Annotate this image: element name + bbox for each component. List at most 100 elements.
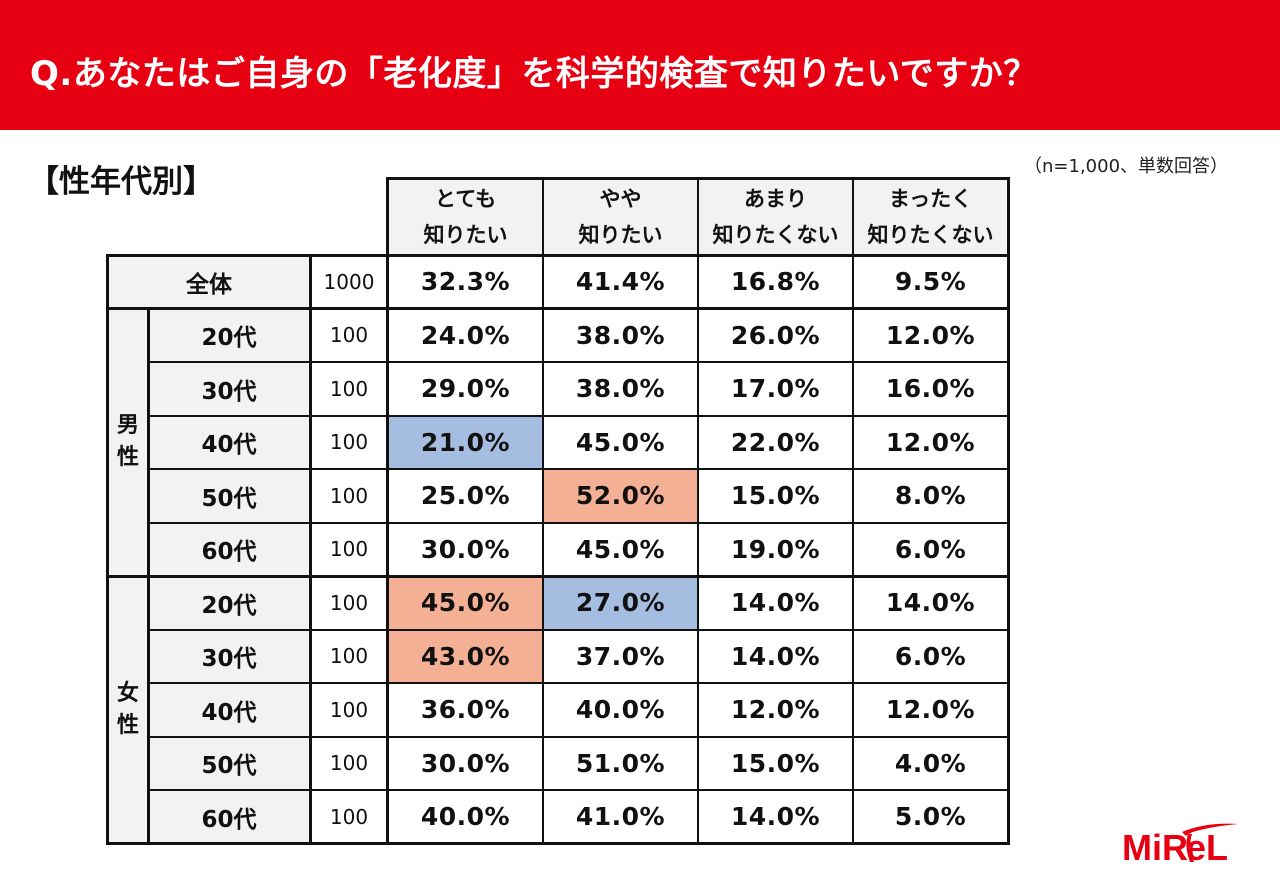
value-cell: 9.5% (853, 255, 1008, 309)
mirtel-logo: MiR eL (1122, 823, 1238, 866)
row-divider (148, 361, 1008, 363)
percentage: 51.0% (575, 748, 666, 778)
value-cell: 14.0% (698, 790, 853, 844)
value-cell: 25.0% (388, 469, 543, 523)
column-divider (542, 178, 544, 844)
table-border (386, 177, 389, 844)
percentage: 43.0% (420, 641, 511, 671)
percentage: 15.0% (730, 481, 821, 511)
age-label: 50代 (148, 469, 310, 523)
value-cell: 12.0% (853, 308, 1008, 362)
percentage: 41.0% (575, 802, 666, 832)
sample-size: 100 (310, 522, 388, 576)
sample-size-value: 100 (329, 590, 369, 615)
value-cell-highlight-low: 21.0% (388, 415, 543, 469)
age-label: 30代 (148, 362, 310, 416)
sample-size-value: 100 (329, 483, 369, 508)
percentage: 38.0% (575, 374, 666, 404)
percentage: 21.0% (420, 427, 511, 457)
percentage: 19.0% (730, 534, 821, 564)
logo-swoosh (1182, 823, 1238, 836)
sample-size: 1000 (310, 255, 388, 309)
value-cell: 14.0% (853, 576, 1008, 630)
column-header-line1: あまり (744, 186, 807, 211)
percentage: 37.0% (575, 641, 666, 671)
row-divider (148, 521, 1008, 524)
percentage: 26.0% (730, 320, 821, 350)
age-label: 60代 (148, 522, 310, 576)
age-label: 60代 (148, 790, 310, 844)
age-text: 30代 (201, 646, 257, 673)
value-cell: 19.0% (698, 522, 853, 576)
sample-size: 100 (310, 362, 388, 416)
percentage: 45.0% (575, 534, 666, 564)
value-cell: 38.0% (543, 308, 698, 362)
percentage: 16.8% (730, 267, 821, 297)
logo-t-stroke (1186, 834, 1194, 862)
value-cell: 24.0% (388, 308, 543, 362)
percentage: 9.5% (894, 267, 967, 297)
sample-size: 100 (310, 308, 388, 362)
group-label-char: 男 (116, 413, 139, 439)
value-cell: 29.0% (388, 362, 543, 416)
age-text: 50代 (201, 485, 257, 512)
row-divider (148, 789, 1008, 791)
age-text: 20代 (201, 592, 257, 619)
sample-size: 100 (310, 469, 388, 523)
value-cell: 14.0% (698, 576, 853, 630)
value-cell: 14.0% (698, 629, 853, 683)
row-divider (148, 468, 1008, 470)
value-cell: 12.0% (853, 683, 1008, 737)
percentage: 27.0% (575, 588, 666, 618)
row-divider (148, 735, 1008, 738)
percentage: 29.0% (420, 374, 511, 404)
percentage: 14.0% (730, 802, 821, 832)
percentage: 36.0% (420, 695, 511, 725)
svg-text:MiR: MiR (1122, 827, 1188, 866)
percentage: 32.3% (420, 267, 511, 297)
column-header-line2: 知りたい (578, 222, 663, 247)
question-title: Q.あなたはご自身の「老化度」を科学的検査で知りたいですか？ (30, 54, 1038, 94)
value-cell-highlight-low: 27.0% (543, 576, 698, 630)
value-cell-highlight-high: 43.0% (388, 629, 543, 683)
value-cell: 5.0% (853, 790, 1008, 844)
value-cell: 6.0% (853, 629, 1008, 683)
value-cell-highlight-high: 45.0% (388, 576, 543, 630)
percentage: 12.0% (885, 695, 976, 725)
age-text: 50代 (201, 753, 257, 780)
percentage: 15.0% (730, 748, 821, 778)
value-cell: 8.0% (853, 469, 1008, 523)
header-banner: Q.あなたはご自身の「老化度」を科学的検査で知りたいですか？ (0, 0, 1280, 130)
row-divider (148, 682, 1008, 684)
percentage: 40.0% (420, 802, 511, 832)
sample-size-value: 100 (329, 697, 369, 722)
column-divider (697, 178, 699, 844)
value-cell: 4.0% (853, 736, 1008, 790)
percentage: 14.0% (730, 641, 821, 671)
table-border (386, 177, 1010, 180)
percentage: 14.0% (885, 588, 976, 618)
age-text: 60代 (201, 539, 257, 566)
percentage: 41.4% (575, 267, 666, 297)
age-label: 40代 (148, 683, 310, 737)
sample-size: 100 (310, 736, 388, 790)
group-label-female: 女性 (108, 576, 148, 844)
value-cell: 30.0% (388, 736, 543, 790)
percentage: 6.0% (894, 534, 967, 564)
percentage: 22.0% (730, 427, 821, 457)
value-cell: 22.0% (698, 415, 853, 469)
percentage: 24.0% (420, 320, 511, 350)
age-text: 40代 (201, 432, 257, 459)
value-cell: 41.0% (543, 790, 698, 844)
value-cell: 36.0% (388, 683, 543, 737)
value-cell: 26.0% (698, 308, 853, 362)
sample-size: 100 (310, 629, 388, 683)
percentage: 12.0% (885, 320, 976, 350)
value-cell-highlight-high: 52.0% (543, 469, 698, 523)
column-header-line1: やや (599, 186, 642, 211)
sample-size-value: 1000 (323, 269, 375, 294)
sample-size-value: 100 (329, 376, 369, 401)
value-cell: 45.0% (543, 415, 698, 469)
table-border (1007, 177, 1010, 844)
column-divider (852, 178, 854, 844)
